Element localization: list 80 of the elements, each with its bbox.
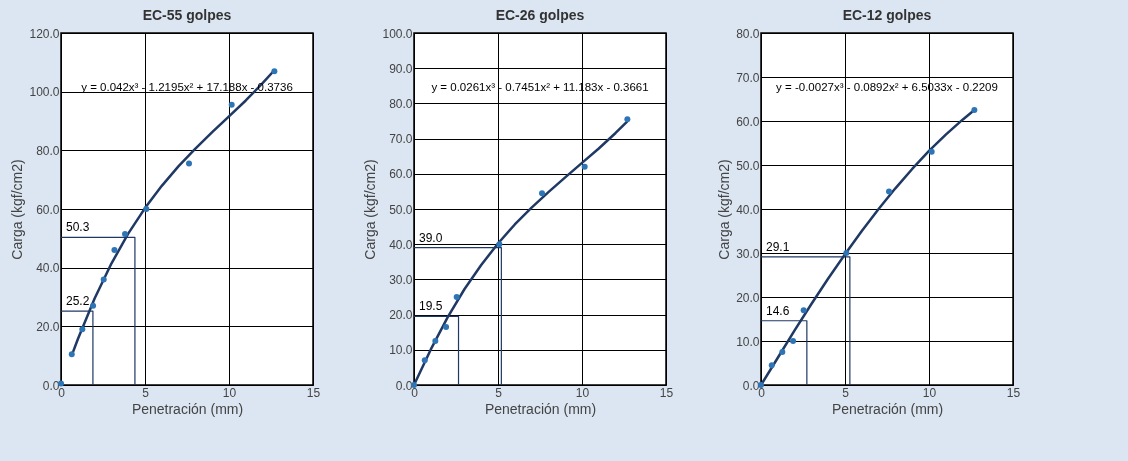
point bbox=[271, 68, 278, 75]
y-tick-label: 50.0 bbox=[736, 158, 760, 173]
point bbox=[928, 148, 935, 155]
point bbox=[539, 190, 546, 197]
x-tick-label: 5 bbox=[495, 385, 503, 400]
x-tick-label: 0 bbox=[411, 385, 419, 400]
y-tick-label: 0.0 bbox=[395, 378, 413, 393]
y-tick-label: 40.0 bbox=[736, 202, 760, 217]
point bbox=[971, 107, 978, 113]
y-tick-label: 70.0 bbox=[736, 70, 760, 85]
point bbox=[453, 294, 460, 300]
point bbox=[421, 357, 428, 364]
y-tick-label: 70.0 bbox=[389, 132, 413, 147]
point bbox=[100, 276, 107, 283]
y-tick-label: 20.0 bbox=[389, 308, 413, 323]
y-tick-label: 80.0 bbox=[36, 143, 60, 158]
point bbox=[122, 230, 129, 237]
y-tick-label: 30.0 bbox=[389, 272, 413, 287]
x-tick-label: 15 bbox=[1006, 385, 1021, 400]
x-axis-title: Penetración (mm) bbox=[484, 400, 597, 417]
x-axis-title: Penetración (mm) bbox=[831, 400, 944, 417]
y-axis-title: Carga (kgf/cm2) bbox=[716, 159, 733, 260]
y-tick-label: 50.0 bbox=[389, 202, 413, 217]
x-tick-label: 5 bbox=[142, 385, 150, 400]
data-label: 14.6 bbox=[766, 303, 790, 318]
y-tick-label: 30.0 bbox=[736, 246, 760, 261]
y-tick-label: 100.0 bbox=[382, 26, 413, 41]
point bbox=[68, 351, 75, 358]
y-tick-label: 40.0 bbox=[389, 237, 413, 252]
x-tick-label: 15 bbox=[659, 385, 674, 400]
chart-title: EC-26 golpes bbox=[495, 7, 585, 23]
y-tick-label: 0.0 bbox=[42, 378, 60, 393]
point bbox=[779, 349, 786, 355]
y-tick-label: 10.0 bbox=[389, 343, 413, 358]
y-tick-label: 80.0 bbox=[389, 96, 413, 111]
x-tick-label: 0 bbox=[758, 385, 766, 400]
data-label: 50.3 bbox=[66, 220, 90, 235]
y-tick-label: 0.0 bbox=[742, 378, 760, 393]
y-tick-label: 120.0 bbox=[29, 26, 60, 41]
x-tick-label: 10 bbox=[922, 385, 937, 400]
point bbox=[432, 338, 439, 344]
data-label: 19.5 bbox=[419, 299, 443, 314]
x-tick-label: 10 bbox=[222, 385, 237, 400]
point bbox=[143, 206, 150, 212]
y-tick-label: 90.0 bbox=[389, 61, 413, 76]
x-tick-label: 5 bbox=[842, 385, 850, 400]
point bbox=[800, 307, 807, 314]
y-tick-label: 60.0 bbox=[389, 167, 413, 182]
point bbox=[768, 362, 775, 369]
point bbox=[496, 241, 503, 248]
x-tick-label: 15 bbox=[306, 385, 321, 400]
y-tick-label: 40.0 bbox=[36, 261, 60, 276]
y-axis-title: Carga (kgf/cm2) bbox=[9, 159, 26, 260]
point bbox=[228, 101, 235, 108]
point bbox=[581, 163, 588, 170]
data-label: 29.1 bbox=[766, 239, 790, 254]
data-label: 25.2 bbox=[66, 294, 90, 309]
point bbox=[624, 116, 631, 123]
point bbox=[843, 250, 850, 256]
y-axis-title: Carga (kgf/cm2) bbox=[362, 159, 379, 260]
x-tick-label: 10 bbox=[575, 385, 590, 400]
point bbox=[443, 323, 450, 330]
x-axis-title: Penetración (mm) bbox=[131, 400, 244, 417]
x-tick-label: 0 bbox=[58, 385, 66, 400]
y-tick-label: 60.0 bbox=[736, 114, 760, 129]
y-tick-label: 60.0 bbox=[36, 202, 60, 217]
y-tick-label: 20.0 bbox=[736, 290, 760, 305]
y-tick-label: 80.0 bbox=[736, 26, 760, 41]
chart-title: EC-55 golpes bbox=[142, 7, 232, 23]
point bbox=[790, 338, 797, 344]
point bbox=[886, 188, 893, 195]
chart-title: EC-12 golpes bbox=[842, 7, 932, 23]
point bbox=[90, 302, 97, 309]
point bbox=[186, 160, 193, 167]
y-tick-label: 20.0 bbox=[36, 319, 60, 334]
point bbox=[79, 326, 86, 333]
y-tick-label: 10.0 bbox=[736, 334, 760, 349]
y-tick-label: 100.0 bbox=[29, 85, 60, 100]
data-label: 39.0 bbox=[419, 230, 443, 245]
point bbox=[111, 247, 118, 254]
